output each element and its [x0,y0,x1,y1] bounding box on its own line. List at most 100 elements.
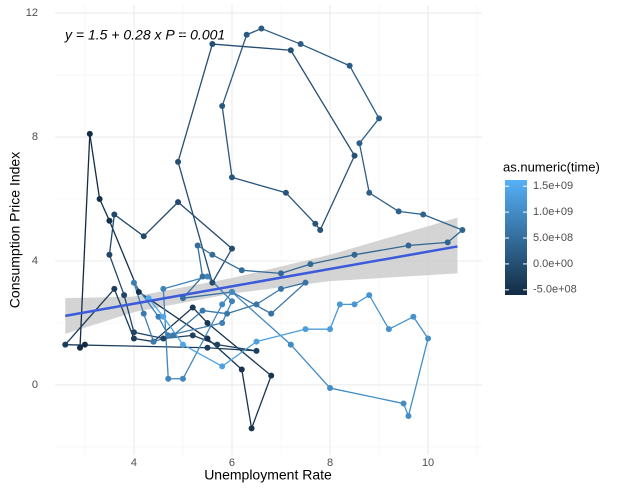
path-segment [113,288,135,339]
point [420,211,427,218]
point [400,400,407,407]
path-segment [89,133,101,200]
point [317,227,324,233]
point [179,375,186,382]
point [160,335,167,342]
path-segment [172,310,203,336]
point [165,332,172,339]
path-segment [261,27,301,45]
point [268,310,275,317]
colorbar-tick-label: 1.0e+09 [533,206,573,218]
path-segment [250,375,272,429]
path-segment [368,294,390,330]
y-axis-title: Consumption Price Index [7,152,23,308]
point [204,344,211,351]
path-segment [108,254,125,296]
point [228,298,235,305]
path-segment [256,328,306,343]
point [199,273,206,280]
colorbar-tick-label: 1.5e+09 [533,180,573,192]
point [459,227,466,233]
point [214,341,221,348]
point [155,313,162,320]
point [77,344,84,351]
path-segment [368,192,400,212]
point [307,261,314,268]
path-segment [99,198,111,221]
point [111,285,118,292]
annotation: y = 1.5 + 0.28 x P = 0.001 [64,27,225,43]
point [302,326,309,333]
point [238,267,245,274]
point [62,341,69,348]
confidence-band [65,217,458,334]
path-segment [133,282,145,314]
point [297,41,304,48]
point [209,41,216,48]
point [278,285,285,292]
point [96,196,103,203]
colorbar-tick-label: 0.0e+00 [533,258,573,270]
point [81,341,88,348]
point [121,292,128,299]
point [351,152,358,159]
point [228,245,235,252]
point [160,313,167,320]
path-segment [182,344,223,367]
point [175,158,182,165]
point [248,425,255,432]
point [405,412,412,419]
point [106,217,113,224]
y-tick-label: 0 [32,379,38,391]
x-tick-label: 8 [327,457,333,469]
point [287,341,294,348]
point [238,366,245,373]
point [366,189,373,196]
path-segment [422,213,463,231]
path-segment [241,369,253,429]
path-segment [280,282,306,290]
path-segment [123,294,135,333]
point [243,31,250,38]
path-segment [349,65,380,119]
point [130,329,137,336]
path-segment [398,210,424,216]
path-segment [256,288,282,305]
path-segment [290,49,356,156]
point [175,199,182,206]
path-segment [280,263,311,275]
point [219,363,226,370]
path-segment [157,316,169,336]
path-segment [192,307,208,324]
point [189,332,196,339]
point [425,335,432,342]
point [302,279,309,286]
path-segment [221,105,233,178]
point [140,233,147,240]
path-segment [329,387,404,405]
path-segment [412,316,429,339]
point [219,301,226,308]
point [258,25,265,32]
path-segment [64,288,115,346]
point [179,295,186,302]
path-segment [407,338,429,417]
point [209,279,216,286]
point [253,338,260,345]
point [410,313,417,320]
point [140,310,147,317]
path-segment [113,213,145,237]
point [219,319,226,326]
point [253,301,260,308]
point [327,326,334,333]
point [356,140,363,147]
point [385,326,392,333]
path-segment [358,118,380,144]
path-segment [197,245,204,277]
path-segment [163,275,208,290]
path-segment [207,347,257,352]
path-segment [182,304,223,380]
point [199,307,206,314]
colorbar-tick-label: 5.0e+08 [533,232,573,244]
